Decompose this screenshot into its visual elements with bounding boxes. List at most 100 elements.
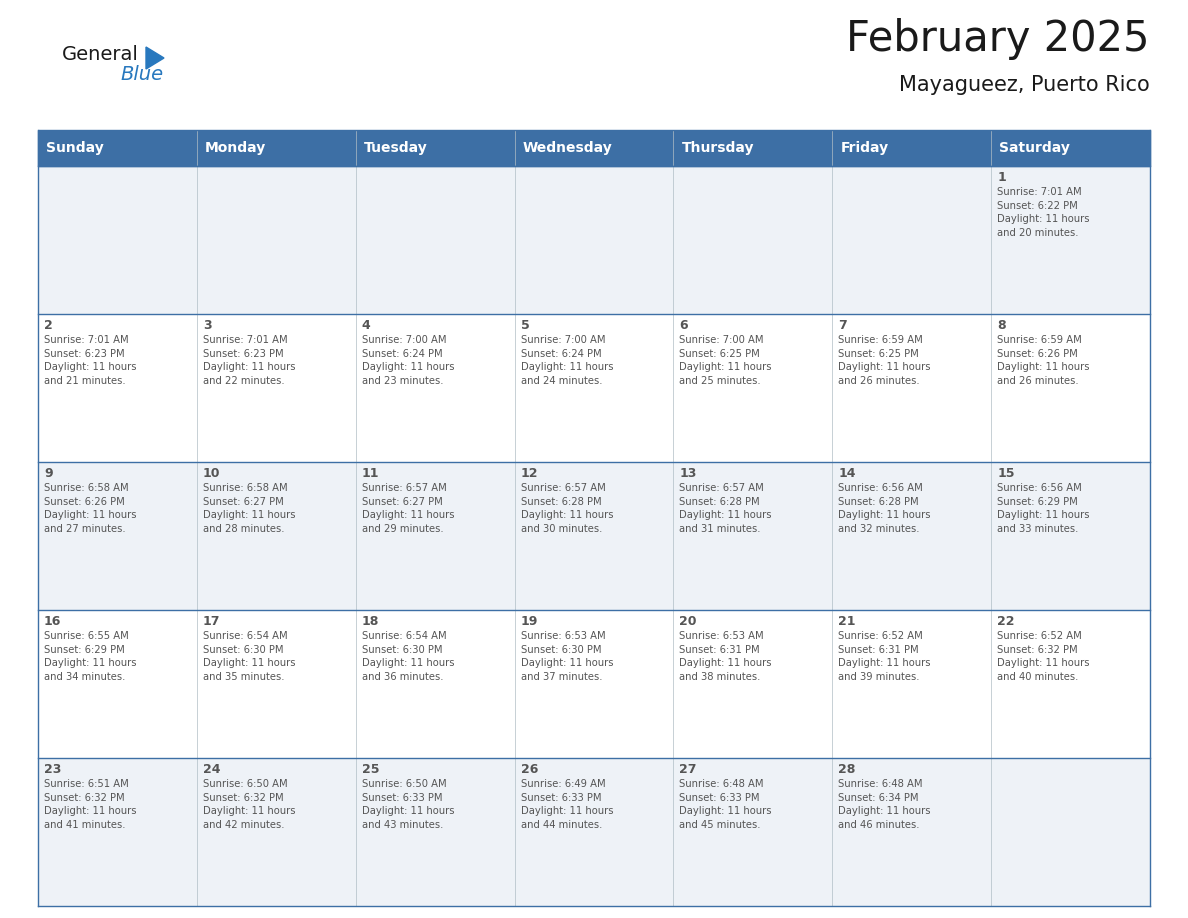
Bar <box>38 610 197 758</box>
Text: Sunrise: 6:52 AM
Sunset: 6:31 PM
Daylight: 11 hours
and 39 minutes.: Sunrise: 6:52 AM Sunset: 6:31 PM Dayligh… <box>839 631 930 682</box>
Bar <box>514 166 674 314</box>
Text: Sunrise: 6:54 AM
Sunset: 6:30 PM
Daylight: 11 hours
and 36 minutes.: Sunrise: 6:54 AM Sunset: 6:30 PM Dayligh… <box>361 631 454 682</box>
Text: 27: 27 <box>680 763 697 776</box>
Bar <box>674 314 833 462</box>
Text: Sunrise: 6:49 AM
Sunset: 6:33 PM
Daylight: 11 hours
and 44 minutes.: Sunrise: 6:49 AM Sunset: 6:33 PM Dayligh… <box>520 779 613 830</box>
Text: Sunrise: 6:56 AM
Sunset: 6:28 PM
Daylight: 11 hours
and 32 minutes.: Sunrise: 6:56 AM Sunset: 6:28 PM Dayligh… <box>839 483 930 533</box>
Text: Sunrise: 6:52 AM
Sunset: 6:32 PM
Daylight: 11 hours
and 40 minutes.: Sunrise: 6:52 AM Sunset: 6:32 PM Dayligh… <box>997 631 1089 682</box>
Text: 7: 7 <box>839 319 847 332</box>
Text: General: General <box>62 45 139 64</box>
Text: 10: 10 <box>203 467 220 480</box>
Bar <box>674 610 833 758</box>
Text: 18: 18 <box>361 615 379 628</box>
Text: Sunrise: 7:01 AM
Sunset: 6:23 PM
Daylight: 11 hours
and 21 minutes.: Sunrise: 7:01 AM Sunset: 6:23 PM Dayligh… <box>44 335 137 386</box>
Text: 22: 22 <box>997 615 1015 628</box>
Text: Sunrise: 6:59 AM
Sunset: 6:26 PM
Daylight: 11 hours
and 26 minutes.: Sunrise: 6:59 AM Sunset: 6:26 PM Dayligh… <box>997 335 1089 386</box>
Text: Sunrise: 7:00 AM
Sunset: 6:25 PM
Daylight: 11 hours
and 25 minutes.: Sunrise: 7:00 AM Sunset: 6:25 PM Dayligh… <box>680 335 772 386</box>
Text: 20: 20 <box>680 615 697 628</box>
Bar <box>514 610 674 758</box>
Text: Sunrise: 6:59 AM
Sunset: 6:25 PM
Daylight: 11 hours
and 26 minutes.: Sunrise: 6:59 AM Sunset: 6:25 PM Dayligh… <box>839 335 930 386</box>
Text: Sunrise: 6:53 AM
Sunset: 6:31 PM
Daylight: 11 hours
and 38 minutes.: Sunrise: 6:53 AM Sunset: 6:31 PM Dayligh… <box>680 631 772 682</box>
Text: Sunrise: 6:50 AM
Sunset: 6:32 PM
Daylight: 11 hours
and 42 minutes.: Sunrise: 6:50 AM Sunset: 6:32 PM Dayligh… <box>203 779 296 830</box>
Text: Sunrise: 7:01 AM
Sunset: 6:23 PM
Daylight: 11 hours
and 22 minutes.: Sunrise: 7:01 AM Sunset: 6:23 PM Dayligh… <box>203 335 296 386</box>
Bar <box>355 314 514 462</box>
Text: Sunrise: 6:48 AM
Sunset: 6:33 PM
Daylight: 11 hours
and 45 minutes.: Sunrise: 6:48 AM Sunset: 6:33 PM Dayligh… <box>680 779 772 830</box>
Bar <box>991 462 1150 610</box>
Bar <box>197 758 355 906</box>
Text: Friday: Friday <box>840 141 889 155</box>
Bar <box>991 758 1150 906</box>
Bar <box>355 166 514 314</box>
Text: 28: 28 <box>839 763 855 776</box>
Text: 4: 4 <box>361 319 371 332</box>
Text: Sunrise: 6:55 AM
Sunset: 6:29 PM
Daylight: 11 hours
and 34 minutes.: Sunrise: 6:55 AM Sunset: 6:29 PM Dayligh… <box>44 631 137 682</box>
Text: Sunrise: 6:58 AM
Sunset: 6:26 PM
Daylight: 11 hours
and 27 minutes.: Sunrise: 6:58 AM Sunset: 6:26 PM Dayligh… <box>44 483 137 533</box>
Bar <box>197 166 355 314</box>
Text: 12: 12 <box>520 467 538 480</box>
Bar <box>38 314 197 462</box>
Text: 17: 17 <box>203 615 220 628</box>
Bar <box>833 314 991 462</box>
Text: Saturday: Saturday <box>999 141 1070 155</box>
Text: 8: 8 <box>997 319 1006 332</box>
Text: Thursday: Thursday <box>682 141 754 155</box>
Text: Sunrise: 6:48 AM
Sunset: 6:34 PM
Daylight: 11 hours
and 46 minutes.: Sunrise: 6:48 AM Sunset: 6:34 PM Dayligh… <box>839 779 930 830</box>
Text: 16: 16 <box>44 615 62 628</box>
Text: 3: 3 <box>203 319 211 332</box>
Text: 19: 19 <box>520 615 538 628</box>
Text: Sunrise: 6:57 AM
Sunset: 6:27 PM
Daylight: 11 hours
and 29 minutes.: Sunrise: 6:57 AM Sunset: 6:27 PM Dayligh… <box>361 483 454 533</box>
Text: Wednesday: Wednesday <box>523 141 612 155</box>
Text: 24: 24 <box>203 763 220 776</box>
Text: Sunrise: 6:50 AM
Sunset: 6:33 PM
Daylight: 11 hours
and 43 minutes.: Sunrise: 6:50 AM Sunset: 6:33 PM Dayligh… <box>361 779 454 830</box>
Bar <box>197 314 355 462</box>
Text: Tuesday: Tuesday <box>364 141 428 155</box>
Text: 15: 15 <box>997 467 1015 480</box>
Bar <box>355 610 514 758</box>
Bar <box>991 610 1150 758</box>
Bar <box>674 166 833 314</box>
Bar <box>197 462 355 610</box>
Text: Sunrise: 6:57 AM
Sunset: 6:28 PM
Daylight: 11 hours
and 31 minutes.: Sunrise: 6:57 AM Sunset: 6:28 PM Dayligh… <box>680 483 772 533</box>
Text: Sunrise: 7:00 AM
Sunset: 6:24 PM
Daylight: 11 hours
and 23 minutes.: Sunrise: 7:00 AM Sunset: 6:24 PM Dayligh… <box>361 335 454 386</box>
Text: 25: 25 <box>361 763 379 776</box>
Text: Sunrise: 6:51 AM
Sunset: 6:32 PM
Daylight: 11 hours
and 41 minutes.: Sunrise: 6:51 AM Sunset: 6:32 PM Dayligh… <box>44 779 137 830</box>
Text: 23: 23 <box>44 763 62 776</box>
Bar <box>991 166 1150 314</box>
Text: 11: 11 <box>361 467 379 480</box>
Text: 13: 13 <box>680 467 697 480</box>
Bar <box>674 462 833 610</box>
Text: Sunrise: 6:58 AM
Sunset: 6:27 PM
Daylight: 11 hours
and 28 minutes.: Sunrise: 6:58 AM Sunset: 6:27 PM Dayligh… <box>203 483 296 533</box>
Text: 2: 2 <box>44 319 52 332</box>
Text: Sunrise: 7:00 AM
Sunset: 6:24 PM
Daylight: 11 hours
and 24 minutes.: Sunrise: 7:00 AM Sunset: 6:24 PM Dayligh… <box>520 335 613 386</box>
Bar <box>514 314 674 462</box>
Text: 6: 6 <box>680 319 688 332</box>
Polygon shape <box>146 47 164 69</box>
Text: Sunrise: 6:56 AM
Sunset: 6:29 PM
Daylight: 11 hours
and 33 minutes.: Sunrise: 6:56 AM Sunset: 6:29 PM Dayligh… <box>997 483 1089 533</box>
Text: 21: 21 <box>839 615 855 628</box>
Text: Sunrise: 7:01 AM
Sunset: 6:22 PM
Daylight: 11 hours
and 20 minutes.: Sunrise: 7:01 AM Sunset: 6:22 PM Dayligh… <box>997 187 1089 238</box>
Bar <box>355 462 514 610</box>
Bar <box>833 166 991 314</box>
Bar <box>833 610 991 758</box>
Text: Sunday: Sunday <box>46 141 103 155</box>
Text: 1: 1 <box>997 171 1006 184</box>
Bar <box>38 130 1150 166</box>
Bar <box>38 462 197 610</box>
Text: Sunrise: 6:53 AM
Sunset: 6:30 PM
Daylight: 11 hours
and 37 minutes.: Sunrise: 6:53 AM Sunset: 6:30 PM Dayligh… <box>520 631 613 682</box>
Text: Mayagueez, Puerto Rico: Mayagueez, Puerto Rico <box>899 75 1150 95</box>
Bar <box>38 130 1150 166</box>
Text: Sunrise: 6:54 AM
Sunset: 6:30 PM
Daylight: 11 hours
and 35 minutes.: Sunrise: 6:54 AM Sunset: 6:30 PM Dayligh… <box>203 631 296 682</box>
Text: 14: 14 <box>839 467 855 480</box>
Text: Sunrise: 6:57 AM
Sunset: 6:28 PM
Daylight: 11 hours
and 30 minutes.: Sunrise: 6:57 AM Sunset: 6:28 PM Dayligh… <box>520 483 613 533</box>
Bar <box>38 166 197 314</box>
Text: 26: 26 <box>520 763 538 776</box>
Bar <box>514 462 674 610</box>
Text: February 2025: February 2025 <box>847 18 1150 60</box>
Bar <box>355 758 514 906</box>
Text: 5: 5 <box>520 319 530 332</box>
Bar <box>674 758 833 906</box>
Bar <box>514 758 674 906</box>
Text: 9: 9 <box>44 467 52 480</box>
Bar <box>991 314 1150 462</box>
Bar <box>833 758 991 906</box>
